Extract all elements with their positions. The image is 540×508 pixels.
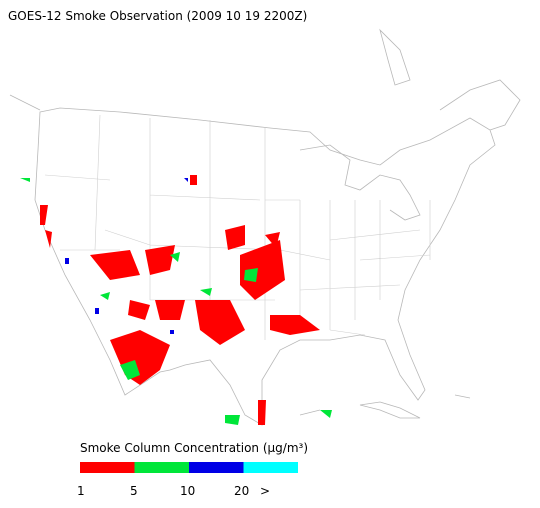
legend-label: 20 [234, 484, 249, 498]
legend-swatch [189, 462, 244, 473]
legend-label: 10 [180, 484, 195, 498]
legend-swatch [243, 462, 298, 473]
legend-swatch [134, 462, 189, 473]
basemap [9, 28, 521, 426]
map-title: GOES-12 Smoke Observation (2009 10 19 22… [8, 9, 307, 23]
legend-label: 5 [130, 484, 138, 498]
canada-coast [9, 28, 521, 221]
caribbean [299, 394, 471, 419]
legend-label: 1 [77, 484, 85, 498]
legend-title: Smoke Column Concentration (μg/m³) [80, 441, 308, 455]
legend-label: > [260, 484, 270, 498]
smoke-pixels [20, 175, 332, 425]
us-outline [34, 107, 496, 426]
legend-swatch [80, 462, 135, 473]
smoke-red [40, 175, 320, 425]
legend: 1 5 10 20 > [77, 462, 298, 498]
